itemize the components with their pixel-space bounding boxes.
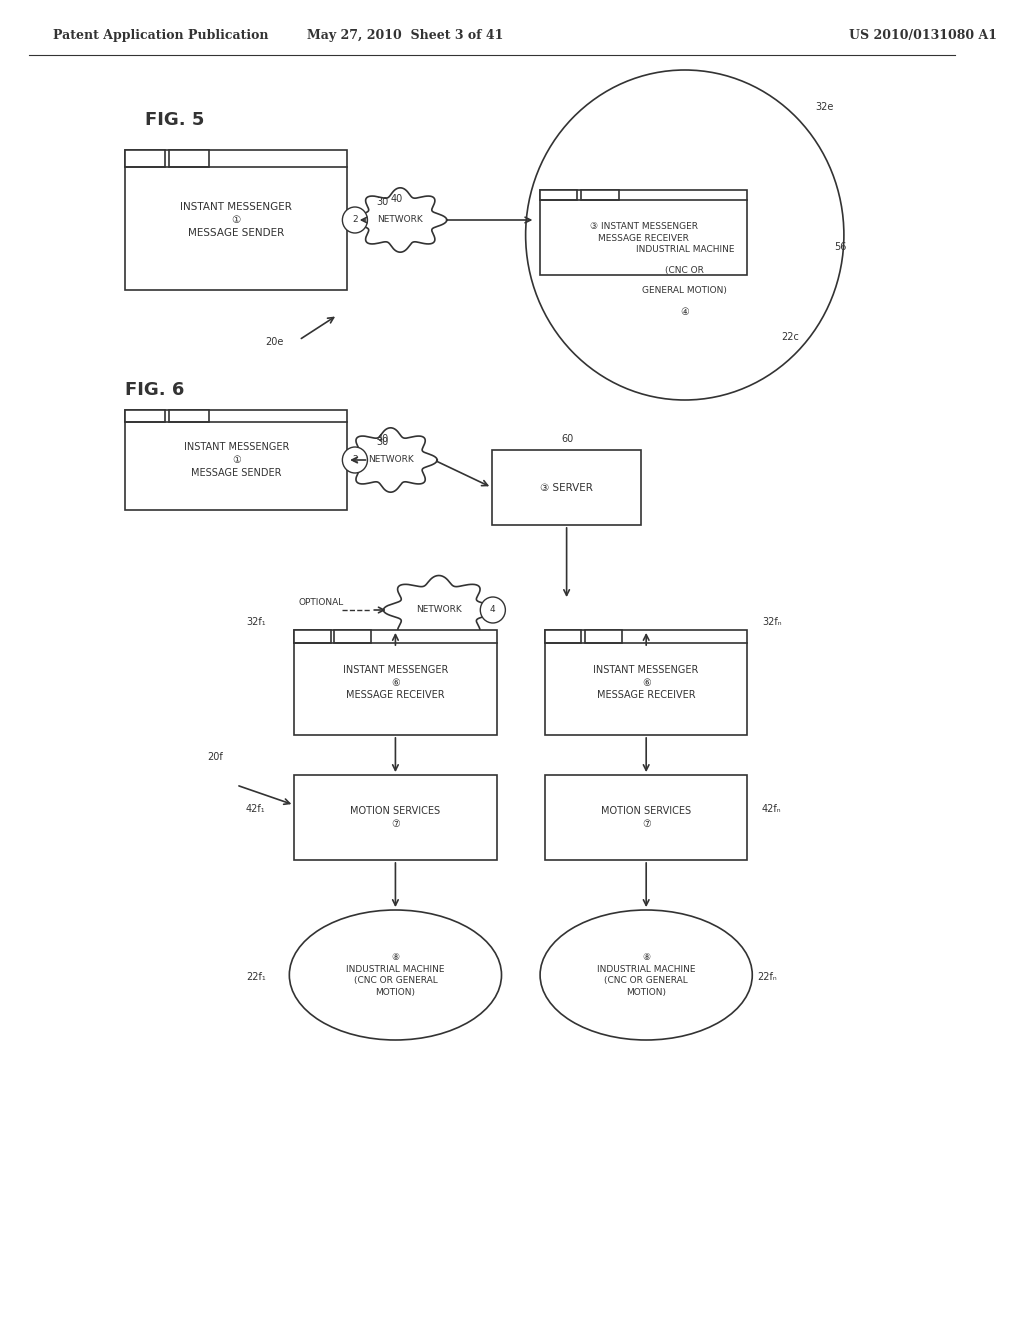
Text: ⑧: ⑧ [642,953,650,962]
Text: MESSAGE RECEIVER: MESSAGE RECEIVER [346,690,444,700]
Bar [294,630,497,735]
Ellipse shape [525,70,844,400]
Text: ⑦: ⑦ [642,818,650,829]
Ellipse shape [540,909,753,1040]
Polygon shape [344,428,437,492]
Text: 32e: 32e [815,102,834,112]
Text: MESSAGE RECEIVER: MESSAGE RECEIVER [598,234,689,243]
Text: MOTION): MOTION) [376,989,416,997]
Text: 30: 30 [376,437,388,447]
Text: MESSAGE SENDER: MESSAGE SENDER [188,228,285,239]
Bar [492,450,641,525]
Text: INSTANT MESSENGER: INSTANT MESSENGER [343,665,449,675]
Text: MOTION SERVICES: MOTION SERVICES [601,807,691,816]
Text: INSTANT MESSENGER: INSTANT MESSENGER [594,665,698,675]
Bar [125,411,165,422]
Bar [540,190,748,275]
Text: 20e: 20e [265,337,284,347]
Ellipse shape [290,909,502,1040]
Polygon shape [353,187,446,252]
Text: Patent Application Publication: Patent Application Publication [53,29,268,41]
Text: FIG. 6: FIG. 6 [125,381,184,399]
Text: ⑧: ⑧ [391,953,399,962]
Bar [582,190,618,201]
Text: INDUSTRIAL MACHINE: INDUSTRIAL MACHINE [636,246,734,255]
Text: MOTION SERVICES: MOTION SERVICES [350,807,440,816]
Bar [545,630,582,643]
Text: ①: ① [231,455,241,465]
Text: NETWORK: NETWORK [416,606,462,615]
Text: 42f₁: 42f₁ [246,804,265,814]
Bar [294,775,497,861]
Text: ④: ④ [680,308,689,317]
Text: FIG. 5: FIG. 5 [144,111,204,129]
Text: 22fₙ: 22fₙ [757,972,777,982]
Text: 44: 44 [406,638,418,647]
Text: 22f₁: 22f₁ [246,972,265,982]
Text: ③ SERVER: ③ SERVER [541,483,593,492]
Bar [169,411,209,422]
Text: INDUSTRIAL MACHINE: INDUSTRIAL MACHINE [597,965,695,974]
Bar [294,630,331,643]
Text: ③ INSTANT MESSENGER: ③ INSTANT MESSENGER [590,222,697,231]
Bar [125,150,347,290]
Text: (CNC OR GENERAL: (CNC OR GENERAL [353,977,437,985]
Text: (CNC OR: (CNC OR [666,265,705,275]
Text: US 2010/0131080 A1: US 2010/0131080 A1 [849,29,996,41]
Text: INSTANT MESSENGER: INSTANT MESSENGER [180,202,292,211]
Text: 32fₙ: 32fₙ [762,616,781,627]
Circle shape [480,597,506,623]
Text: 32f₁: 32f₁ [246,616,265,627]
Text: OPTIONAL: OPTIONAL [299,598,344,607]
Bar [545,775,748,861]
Text: 40: 40 [390,194,402,205]
Circle shape [342,447,368,473]
Text: 20f: 20f [207,752,223,762]
Bar [586,630,622,643]
Text: 2: 2 [352,455,357,465]
Bar [125,411,347,510]
Text: 40: 40 [376,434,388,444]
Text: ①: ① [231,215,241,224]
Text: May 27, 2010  Sheet 3 of 41: May 27, 2010 Sheet 3 of 41 [307,29,503,41]
Text: 60: 60 [562,434,574,444]
Text: NETWORK: NETWORK [378,215,423,224]
Text: 30: 30 [376,197,388,207]
Polygon shape [383,576,495,644]
Text: GENERAL MOTION): GENERAL MOTION) [642,285,727,294]
Text: MOTION): MOTION) [627,989,667,997]
Bar [169,150,209,166]
Bar [125,150,165,166]
Text: 4: 4 [490,606,496,615]
Text: 56: 56 [835,242,847,252]
Text: 42fₙ: 42fₙ [762,804,781,814]
Text: ⑦: ⑦ [391,818,399,829]
Text: MESSAGE SENDER: MESSAGE SENDER [191,467,282,478]
Text: 2: 2 [352,215,357,224]
Bar [545,630,748,735]
Text: ⑥: ⑥ [391,677,399,688]
Text: INSTANT MESSENGER: INSTANT MESSENGER [183,442,289,453]
Text: MESSAGE RECEIVER: MESSAGE RECEIVER [597,690,695,700]
Text: INDUSTRIAL MACHINE: INDUSTRIAL MACHINE [346,965,444,974]
Text: NETWORK: NETWORK [368,455,414,465]
Text: 22c: 22c [781,333,799,342]
Bar [335,630,371,643]
Bar [540,190,578,201]
Circle shape [342,207,368,234]
Text: (CNC OR GENERAL: (CNC OR GENERAL [604,977,688,985]
Text: ⑥: ⑥ [642,677,650,688]
